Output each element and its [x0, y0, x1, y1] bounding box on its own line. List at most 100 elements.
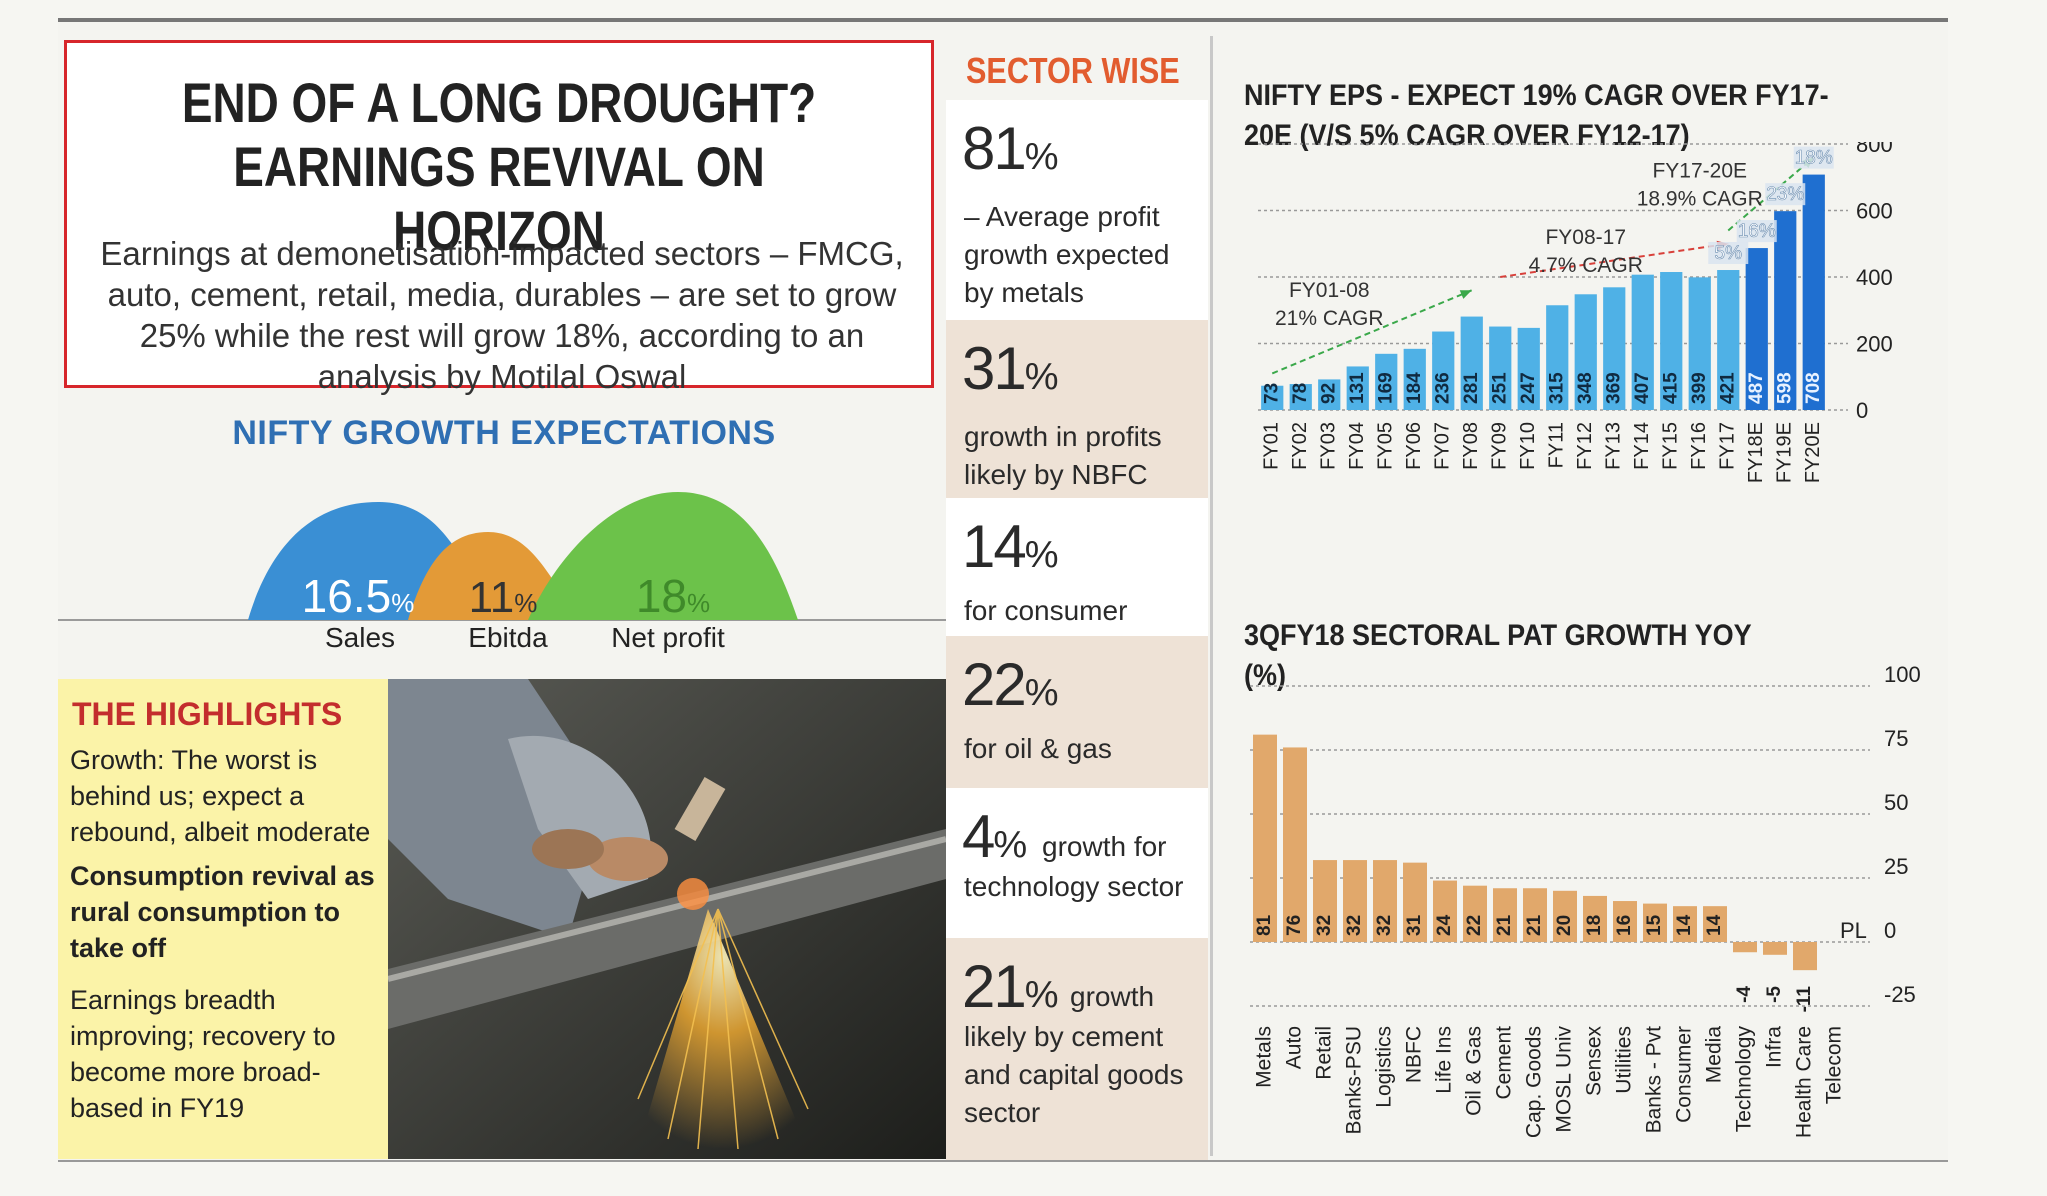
headline-line-2: EARNINGS REVIVAL ON HORIZON [233, 135, 765, 262]
eps-category-label: FY16 [1688, 422, 1710, 470]
eps-annotation-cagr: 18.9% CAGR [1637, 187, 1763, 210]
eps-category-label: FY10 [1517, 422, 1539, 470]
eps-value-label: 348 [1575, 372, 1596, 404]
headline-subtext: Earnings at demonetisation-impacted sect… [100, 235, 904, 395]
eps-category-label: FY19E [1774, 422, 1796, 483]
sector-item-oil-gas: 22% for oil & gas [946, 636, 1208, 788]
eps-ytick-label: 200 [1856, 332, 1893, 357]
eps-value-label: 131 [1347, 372, 1368, 404]
eps-bar [1688, 277, 1711, 410]
pat-value-label: 14 [1704, 914, 1725, 936]
pat-bar [1283, 747, 1307, 942]
pat-category-label: Auto [1283, 1026, 1306, 1069]
eps-bar [1460, 316, 1483, 410]
pat-value-label: 21 [1494, 914, 1515, 936]
pat-category-label: Banks - Pvt [1643, 1026, 1666, 1134]
eps-category-label: FY06 [1403, 422, 1425, 470]
eps-value-label: 407 [1632, 372, 1653, 404]
pat-value-label: 24 [1434, 914, 1455, 936]
pat-bar [1253, 734, 1277, 942]
pat-bar [1733, 942, 1757, 953]
sector-value: 31 [962, 335, 1027, 402]
pat-ytick-label: -25 [1884, 982, 1916, 1007]
eps-bar [1489, 326, 1512, 410]
pat-bar [1703, 906, 1727, 942]
pat-value-label: 32 [1374, 915, 1395, 936]
pat-ytick-label: 0 [1884, 918, 1896, 943]
eps-arrow-head [1459, 290, 1472, 299]
eps-growth-label: 5% [1715, 243, 1743, 264]
pat-bar [1673, 906, 1697, 942]
net-profit-shape [528, 492, 798, 620]
eps-bar [1289, 384, 1312, 410]
eps-bar [1802, 174, 1825, 410]
eps-ytick-label: 800 [1856, 142, 1893, 157]
pat-value-label: -11 [1794, 986, 1815, 1013]
eps-bar [1660, 272, 1683, 410]
pat-value-label: 76 [1284, 915, 1305, 936]
eps-bar [1403, 348, 1426, 410]
pat-category-label: Health Care [1793, 1026, 1816, 1138]
pat-category-label: Logistics [1373, 1026, 1396, 1108]
eps-category-label: FY09 [1489, 422, 1511, 470]
pat-bar [1343, 860, 1367, 942]
eps-bar [1574, 294, 1597, 410]
sector-value: 4 [962, 803, 995, 870]
pat-value-label: 22 [1464, 915, 1485, 936]
eps-growth-badge [1708, 242, 1749, 265]
sector-value: 22 [962, 651, 1027, 718]
eps-bar [1432, 331, 1455, 410]
eps-value-label: 708 [1803, 372, 1824, 404]
eps-trend-arrow [1271, 289, 1473, 375]
pat-category-label: Infra [1763, 1026, 1786, 1068]
eps-category-label: FY05 [1375, 422, 1397, 470]
pat-bar [1523, 888, 1547, 942]
pat-category-label: Banks-PSU [1343, 1026, 1366, 1135]
pat-value-label: -5 [1764, 986, 1785, 1003]
sector-text: technology sector [964, 871, 1184, 902]
headline: END OF A LONG DROUGHT? EARNINGS REVIVAL … [145, 71, 853, 263]
sector-text: – Average profit growth expected by meta… [964, 201, 1170, 308]
eps-chart: 0 200 400 600 800 73 FY01 78 FY02 92 FY03 131 FY04 16… [1258, 142, 1893, 483]
highlight-item-3: Earnings breadth improving; recovery to … [70, 985, 336, 1123]
sector-wise-title: SECTOR WISE [966, 50, 1180, 91]
sector-value: 81 [962, 115, 1027, 182]
eps-category-label: FY04 [1346, 422, 1368, 470]
eps-value-label: 369 [1603, 372, 1624, 404]
pat-bar [1403, 862, 1427, 942]
sector-item-nbfc: 31% growth in profits likely by NBFC [946, 320, 1208, 498]
sector-item-technology: 4% growth for technology sector [946, 788, 1208, 938]
sales-label: Sales [324, 622, 396, 653]
pat-category-label: Metals [1253, 1026, 1276, 1088]
eps-value-label: 415 [1660, 372, 1681, 404]
pat-ytick-label: 50 [1884, 790, 1908, 815]
pat-pl-label: PL [1840, 918, 1867, 943]
eps-category-label: FY13 [1603, 422, 1625, 470]
pat-value-label: 18 [1584, 915, 1605, 936]
eps-category-label: FY08 [1460, 422, 1482, 470]
pat-bar [1793, 942, 1817, 971]
sector-text: likely by cement and capital goods secto… [964, 1021, 1184, 1128]
sector-unit: % [1024, 974, 1059, 1016]
eps-growth-label: 23% [1766, 184, 1804, 205]
eps-value-label: 281 [1461, 372, 1482, 404]
pat-value-label: -4 [1734, 986, 1755, 1003]
headline-line-1: END OF A LONG DROUGHT? [181, 71, 817, 134]
pat-category-label: Telecom [1823, 1026, 1846, 1104]
pat-category-label: Sensex [1583, 1026, 1606, 1097]
eps-ytick-label: 0 [1856, 398, 1868, 423]
eps-category-label: FY15 [1660, 422, 1682, 470]
ebitda-shape [408, 532, 578, 620]
eps-bar [1375, 353, 1398, 410]
pat-category-label: Life Ins [1433, 1026, 1456, 1094]
pat-value-label: 32 [1344, 915, 1365, 936]
eps-bar [1261, 385, 1284, 410]
sector-unit: % [1024, 136, 1059, 178]
eps-category-label: FY03 [1318, 422, 1340, 470]
pat-bar [1763, 942, 1787, 955]
pat-value-label: 15 [1644, 914, 1665, 936]
growth-unit: % [687, 588, 710, 618]
highlight-item-1: Growth: The worst is behind us; expect a… [70, 745, 371, 847]
eps-growth-label: 16% [1738, 221, 1776, 242]
eps-value-label: 78 [1290, 383, 1311, 404]
